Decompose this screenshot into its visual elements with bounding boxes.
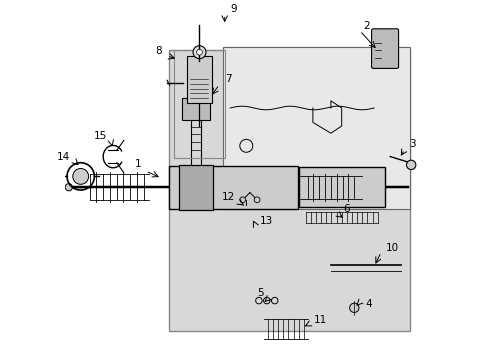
FancyBboxPatch shape: [168, 166, 298, 209]
FancyBboxPatch shape: [298, 167, 384, 207]
FancyBboxPatch shape: [186, 56, 212, 103]
Text: 4: 4: [365, 299, 371, 309]
Text: 5: 5: [257, 288, 264, 298]
Circle shape: [406, 160, 415, 170]
FancyBboxPatch shape: [179, 165, 212, 210]
Text: 1: 1: [135, 159, 142, 169]
FancyBboxPatch shape: [223, 47, 409, 209]
Circle shape: [73, 168, 88, 184]
Circle shape: [239, 197, 245, 203]
Text: 10: 10: [385, 243, 398, 253]
Text: 14: 14: [57, 152, 70, 162]
Text: 2: 2: [363, 21, 369, 31]
FancyBboxPatch shape: [181, 98, 209, 120]
Text: 7: 7: [224, 74, 231, 84]
Circle shape: [196, 49, 202, 55]
Text: 15: 15: [94, 131, 107, 141]
Text: 8: 8: [155, 46, 162, 57]
Circle shape: [349, 303, 358, 312]
Text: 3: 3: [408, 139, 415, 149]
Text: 9: 9: [230, 4, 236, 14]
FancyBboxPatch shape: [168, 50, 409, 331]
Circle shape: [254, 197, 260, 203]
Text: 6: 6: [343, 204, 349, 214]
Text: 11: 11: [313, 315, 326, 325]
Text: 12: 12: [222, 192, 235, 202]
Text: 13: 13: [259, 216, 272, 226]
Circle shape: [65, 184, 72, 191]
FancyBboxPatch shape: [371, 29, 398, 68]
Circle shape: [193, 46, 205, 59]
